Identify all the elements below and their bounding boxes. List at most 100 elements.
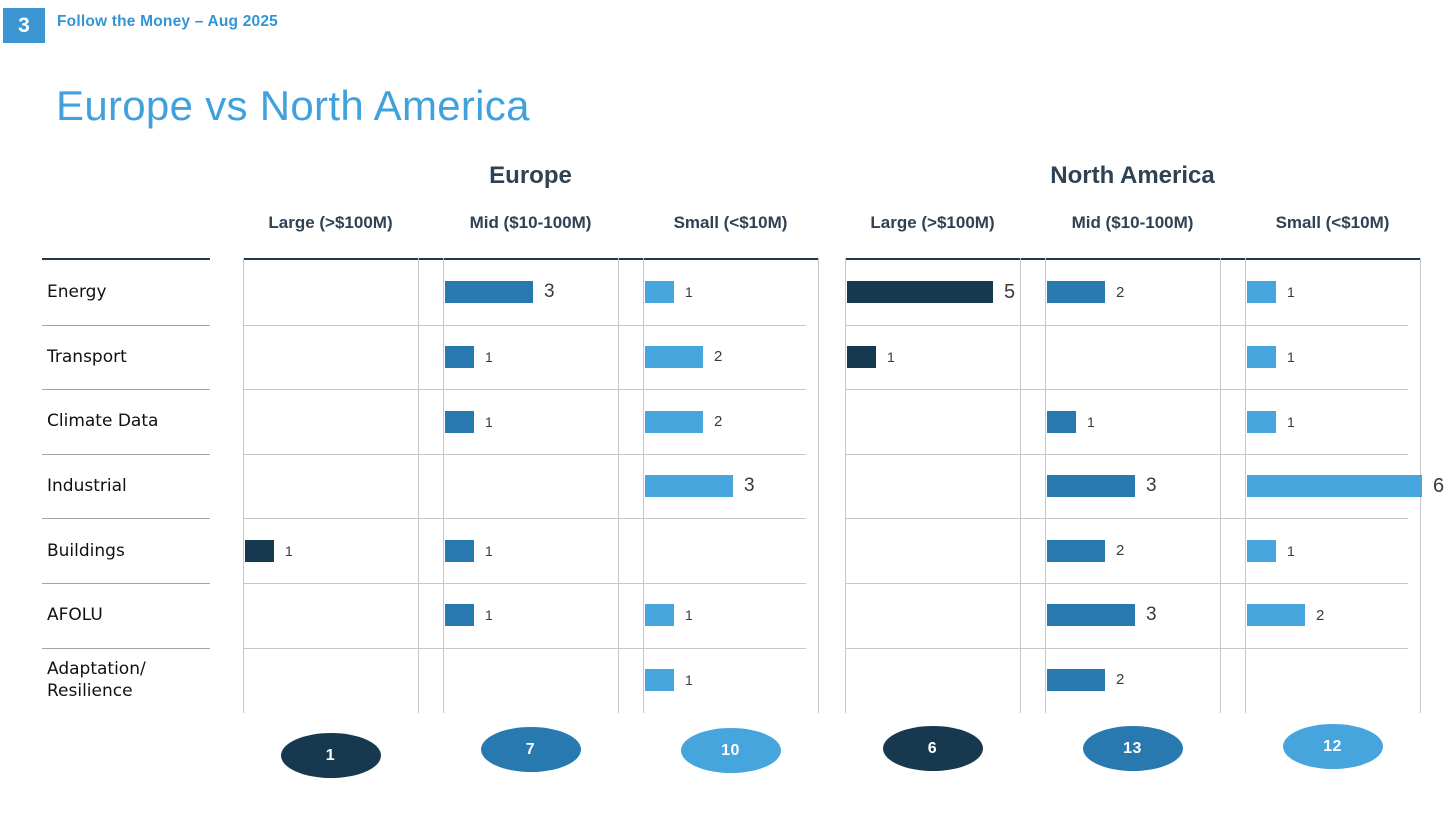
row-separator [42,453,210,455]
total-ellipse: 13 [1082,726,1183,771]
row-separator [42,324,210,326]
grid-row-separator [845,583,1408,584]
bar [645,345,703,368]
bar-value-label: 2 [1116,542,1125,560]
bar-value-label: 1 [685,671,693,688]
bar-value-label: 1 [1287,413,1295,430]
bar-value-label: 6 [1433,474,1445,497]
bar-value-label: 1 [485,348,493,365]
bar-value-label: 2 [1116,671,1125,689]
bar [1047,668,1105,691]
bar [645,475,733,498]
page-number-badge: 3 [3,8,45,43]
bar-value-label: 1 [1287,348,1295,365]
bar-value-label: 1 [1287,542,1295,559]
grid-column-border [845,258,846,714]
bar-value-label: 3 [1146,475,1157,497]
grid-row-separator [845,647,1408,649]
bar [1247,345,1276,368]
column-header: Mid ($10-100M) [1071,213,1194,232]
grid-row-separator [243,389,806,391]
total-ellipse: 7 [480,727,581,772]
total-ellipse: 12 [1282,724,1383,769]
total-ellipse: 1 [280,733,381,778]
grid-column-border [443,258,444,714]
bar [245,539,274,562]
bar [645,604,674,627]
row-label: Industrial [47,476,127,497]
total-ellipse: 6 [882,726,983,771]
bar [645,410,703,433]
grid-row-separator [845,324,1408,326]
grid-row-separator [243,324,806,326]
bar [1047,475,1135,498]
bar-value-label: 3 [544,281,555,303]
bar [1247,604,1305,627]
grid-column-border [1220,258,1221,714]
row-label: AFOLU [47,605,103,626]
grid-row-separator [243,647,806,649]
grid-column-border [618,258,619,714]
row-label: Adaptation/ Resilience [47,658,146,701]
row-label: Energy [47,282,107,303]
bar [645,281,674,304]
bar-value-label: 2 [1316,606,1325,624]
bar-value-label: 3 [1146,604,1157,626]
grid-row-separator [845,518,1408,520]
row-separator [42,518,210,520]
row-label: Buildings [47,540,125,561]
total-ellipse: 10 [680,728,781,773]
bar-value-label: 1 [685,284,693,301]
grid-column-border [643,258,644,714]
grid-column-border [818,258,819,714]
bar-value-label: 1 [685,607,693,624]
row-separator [42,647,210,649]
bar [645,668,674,691]
bar-value-label: 2 [1116,283,1125,301]
bar [445,539,474,562]
row-separator [42,583,210,584]
group-title: Europe [489,162,572,189]
bar-value-label: 1 [485,542,493,559]
bar [847,345,876,368]
bar [1247,281,1276,304]
grid-row-separator [845,389,1408,391]
bar [1047,281,1105,304]
bar [1047,604,1135,627]
row-label: Climate Data [47,411,159,432]
bar [445,345,474,368]
column-header: Small (<$10M) [1275,213,1390,232]
bar [445,281,533,304]
bar-value-label: 3 [744,475,755,497]
grid-column-border [1020,258,1021,714]
chart-top-border [243,258,818,260]
bar [1247,539,1276,562]
bar-value-label: 1 [485,607,493,624]
grid-column-border [418,258,419,714]
grid-column-border [1045,258,1046,714]
grid-column-border [1245,258,1246,714]
column-header: Large (>$100M) [268,213,393,232]
column-header: Large (>$100M) [870,213,995,232]
bar-value-label: 1 [1287,284,1295,301]
bar-value-label: 2 [714,348,723,366]
slide-title: Europe vs North America [56,82,530,129]
group-title: North America [1050,162,1215,189]
column-header: Mid ($10-100M) [469,213,592,232]
grid-column-border [243,258,244,714]
bar [1047,539,1105,562]
bar-value-label: 2 [714,413,723,430]
bar-value-label: 1 [485,413,493,430]
grid-row-separator [243,583,806,584]
bar-value-label: 1 [887,348,895,365]
bar [847,281,993,304]
chart-top-border [845,258,1420,260]
column-header: Small (<$10M) [673,213,788,232]
bar [445,410,474,433]
bar [1247,475,1422,498]
bar-value-label: 1 [285,542,293,559]
bar-value-label: 5 [1004,280,1016,303]
deck-title: Follow the Money – Aug 2025 [57,13,278,30]
